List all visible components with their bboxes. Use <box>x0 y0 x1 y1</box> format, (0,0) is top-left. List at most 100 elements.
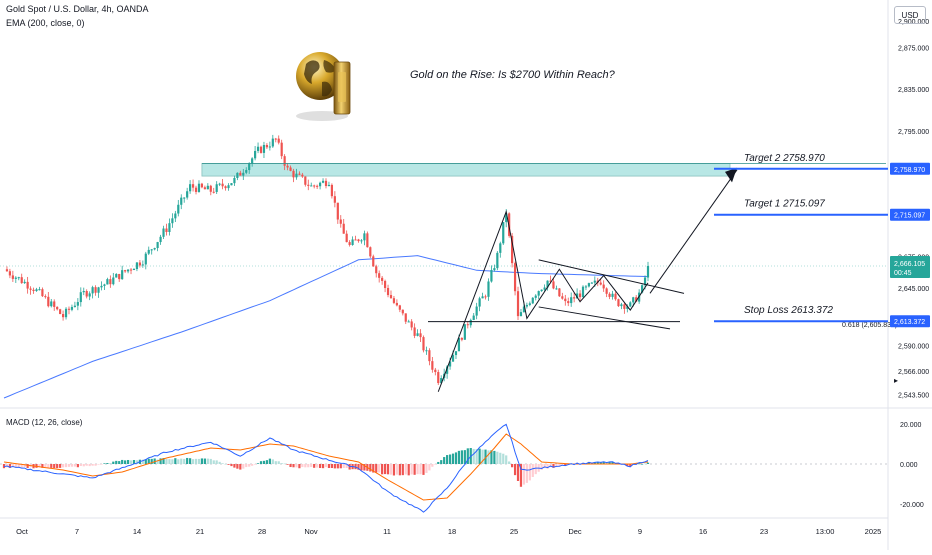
candle-body[interactable] <box>511 235 514 264</box>
candle-body[interactable] <box>11 275 14 279</box>
candle-body[interactable] <box>316 185 319 187</box>
candle-body[interactable] <box>392 298 396 303</box>
candle-body[interactable] <box>383 280 387 288</box>
candle-body[interactable] <box>174 213 177 219</box>
candle-body[interactable] <box>23 281 26 284</box>
candle-body[interactable] <box>265 144 269 148</box>
candle-body[interactable] <box>525 304 528 307</box>
candle-body[interactable] <box>256 146 260 151</box>
candle-body[interactable] <box>602 284 605 289</box>
candle-body[interactable] <box>599 282 602 285</box>
candle-body[interactable] <box>259 146 263 153</box>
candle-body[interactable] <box>150 249 153 251</box>
candle-body[interactable] <box>171 218 174 224</box>
candle-body[interactable] <box>605 288 608 294</box>
candle-body[interactable] <box>121 270 124 280</box>
candle-body[interactable] <box>230 183 233 186</box>
candle-body[interactable] <box>448 361 452 367</box>
candle-body[interactable] <box>239 172 242 176</box>
candle-body[interactable] <box>82 291 85 293</box>
candle-body[interactable] <box>578 293 582 298</box>
candle-body[interactable] <box>576 293 579 299</box>
candle-body[interactable] <box>440 378 443 384</box>
candle-body[interactable] <box>567 301 570 304</box>
candle-body[interactable] <box>573 297 576 299</box>
candle-body[interactable] <box>156 242 159 249</box>
candle-body[interactable] <box>254 150 257 159</box>
candle-body[interactable] <box>212 191 215 193</box>
candle-body[interactable] <box>44 296 47 298</box>
candle-body[interactable] <box>203 187 206 190</box>
candle-body[interactable] <box>434 369 437 373</box>
candle-body[interactable] <box>451 355 455 362</box>
candle-body[interactable] <box>183 197 186 199</box>
candle-body[interactable] <box>274 138 277 140</box>
candle-body[interactable] <box>177 204 180 214</box>
candle-body[interactable] <box>587 283 591 287</box>
candle-body[interactable] <box>608 293 611 297</box>
candle-body[interactable] <box>191 184 195 188</box>
candle-body[interactable] <box>354 239 357 241</box>
candle-body[interactable] <box>289 167 292 171</box>
candle-body[interactable] <box>499 243 502 253</box>
candle-body[interactable] <box>26 281 29 289</box>
candle-body[interactable] <box>425 350 428 352</box>
candle-body[interactable] <box>422 337 425 351</box>
candle-body[interactable] <box>632 297 635 303</box>
candle-body[interactable] <box>395 302 398 306</box>
candle-body[interactable] <box>298 173 301 175</box>
candle-body[interactable] <box>327 184 331 187</box>
candle-body[interactable] <box>88 293 91 297</box>
candle-body[interactable] <box>351 239 354 245</box>
candle-body[interactable] <box>534 295 537 298</box>
candle-body[interactable] <box>245 170 248 173</box>
candle-body[interactable] <box>410 321 413 328</box>
candle-body[interactable] <box>502 222 505 244</box>
candle-body[interactable] <box>540 289 543 292</box>
candle-body[interactable] <box>144 253 147 265</box>
candle-body[interactable] <box>38 289 41 291</box>
candle-body[interactable] <box>295 173 298 178</box>
candle-body[interactable] <box>141 264 144 266</box>
candle-body[interactable] <box>549 280 552 282</box>
candle-body[interactable] <box>206 185 209 190</box>
candle-body[interactable] <box>401 309 404 314</box>
candle-body[interactable] <box>283 156 286 166</box>
candle-body[interactable] <box>561 296 564 299</box>
candle-body[interactable] <box>378 273 381 278</box>
candle-body[interactable] <box>215 184 218 192</box>
candle-body[interactable] <box>153 248 156 250</box>
candle-body[interactable] <box>460 338 463 340</box>
candle-body[interactable] <box>490 270 493 282</box>
candle-body[interactable] <box>194 187 198 192</box>
candle-body[interactable] <box>277 138 280 143</box>
candle-body[interactable] <box>115 273 118 278</box>
candle-body[interactable] <box>564 298 567 302</box>
candle-body[interactable] <box>537 291 540 296</box>
candle-body[interactable] <box>313 185 316 187</box>
candle-body[interactable] <box>614 293 617 300</box>
candle-body[interactable] <box>35 289 38 292</box>
candle-body[interactable] <box>224 186 227 189</box>
candle-body[interactable] <box>165 228 168 232</box>
candle-body[interactable] <box>593 280 596 283</box>
candle-body[interactable] <box>271 138 274 147</box>
candle-body[interactable] <box>50 301 53 307</box>
candle-body[interactable] <box>457 338 461 352</box>
candle-body[interactable] <box>543 287 546 290</box>
candle-body[interactable] <box>552 281 555 289</box>
wave-pattern-line[interactable] <box>437 209 649 392</box>
candle-body[interactable] <box>381 277 384 281</box>
candle-body[interactable] <box>91 287 94 294</box>
candle-body[interactable] <box>76 302 79 306</box>
candle-body[interactable] <box>469 319 472 326</box>
candle-body[interactable] <box>307 184 310 186</box>
candle-body[interactable] <box>419 333 422 338</box>
candle-body[interactable] <box>132 269 136 271</box>
candle-body[interactable] <box>94 287 97 293</box>
candle-body[interactable] <box>109 279 112 285</box>
candle-body[interactable] <box>85 291 88 297</box>
candle-body[interactable] <box>5 269 9 272</box>
candle-body[interactable] <box>41 289 44 297</box>
candle-body[interactable] <box>643 277 647 286</box>
